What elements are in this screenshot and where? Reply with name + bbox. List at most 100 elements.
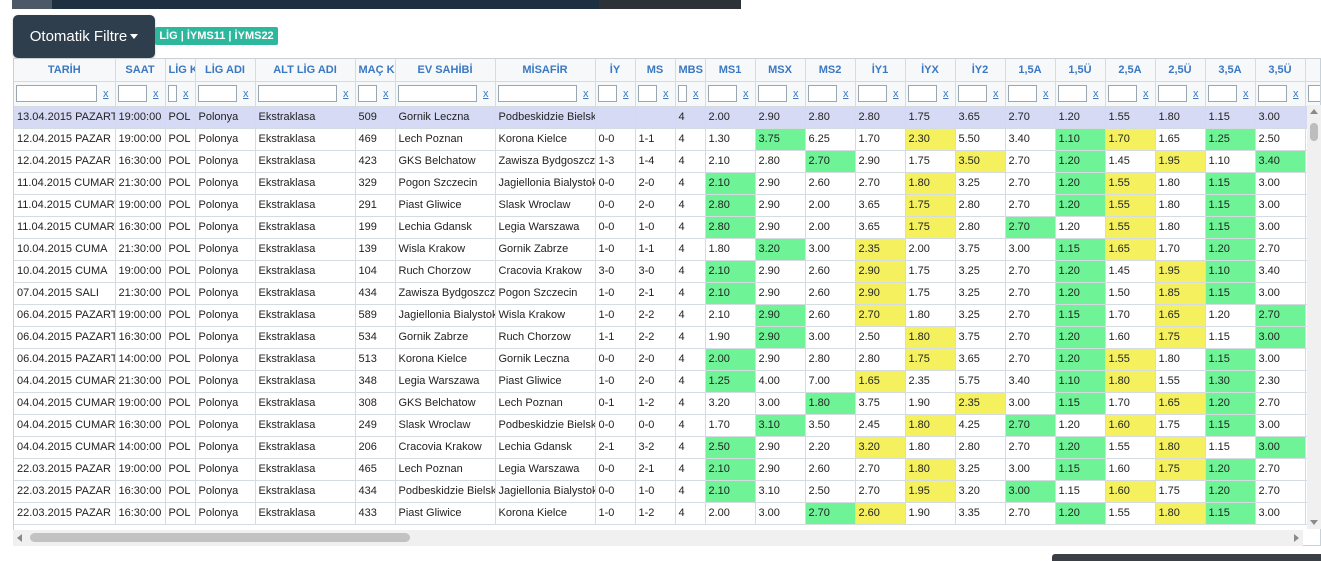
column-header[interactable]: MİSAFİR (495, 59, 596, 82)
clear-filter-link[interactable]: x (343, 87, 349, 100)
column-filter-input[interactable] (707, 85, 737, 102)
column-filter-input[interactable] (1257, 85, 1287, 102)
table-row[interactable]: 04.04.2015 CUMARTESİ19:00:00POLPolonyaEk… (14, 392, 1320, 415)
column-header[interactable]: LİG ADI (195, 59, 256, 82)
column-header[interactable]: MAÇ K (355, 59, 396, 82)
vertical-scroll-thumb[interactable] (1310, 123, 1318, 141)
column-filter-input[interactable] (907, 85, 937, 102)
clear-filter-link[interactable]: x (793, 87, 799, 100)
column-header[interactable]: ALT LİG ADI (255, 59, 356, 82)
table-row[interactable]: 10.04.2015 CUMA 21:30:00 POL Polonya Ekstrak… (14, 238, 1320, 261)
column-header[interactable]: TARİH (14, 59, 116, 82)
clear-filter-link[interactable]: x (893, 87, 899, 100)
column-header[interactable]: 2,5A (1105, 59, 1156, 82)
column-filter-input[interactable] (197, 85, 237, 102)
clear-filter-link[interactable]: x (583, 87, 589, 100)
column-filter-input[interactable] (757, 85, 787, 102)
column-filter-input[interactable] (497, 85, 577, 102)
column-header[interactable]: LİG K (165, 59, 196, 82)
column-filter-input[interactable] (167, 85, 177, 102)
column-header[interactable]: 2,5Ü (1155, 59, 1206, 82)
column-filter-input[interactable] (257, 85, 337, 102)
column-header[interactable]: MS (635, 59, 676, 82)
column-header[interactable]: 1,5A (1005, 59, 1056, 82)
column-header[interactable]: MSX (755, 59, 806, 82)
clear-filter-link[interactable]: x (1193, 87, 1199, 100)
column-filter-input[interactable] (1157, 85, 1187, 102)
column-header[interactable]: SAAT (115, 59, 166, 82)
column-filter-input[interactable] (1207, 85, 1237, 102)
scroll-down-arrow-icon[interactable] (1310, 520, 1318, 525)
scroll-right-arrow-icon[interactable] (1294, 534, 1299, 542)
column-filter-input[interactable] (16, 85, 97, 102)
column-header[interactable]: EV SAHİBİ (395, 59, 496, 82)
table-row[interactable]: 12.04.2015 PAZAR 16:30:00 POL Polonya Ekstra… (14, 150, 1320, 173)
column-filter-input[interactable] (357, 85, 377, 102)
column-filter-input[interactable] (1007, 85, 1037, 102)
column-header[interactable]: İY (1305, 59, 1320, 82)
clear-filter-link[interactable]: x (483, 87, 489, 100)
table-row[interactable]: 04.04.2015 CUMARTESİ16:30:00POLPolonyaEk… (14, 414, 1320, 437)
clear-filter-link[interactable]: x (1293, 87, 1299, 100)
clear-filter-link[interactable]: x (623, 87, 629, 100)
clear-filter-link[interactable]: x (693, 87, 699, 100)
table-row[interactable]: 06.04.2015 PAZARTESİ14:00:00POLPolonyaEk… (14, 348, 1320, 371)
column-header[interactable]: İY1 (855, 59, 906, 82)
clear-filter-link[interactable]: x (243, 87, 249, 100)
table-row[interactable]: 04.04.2015 CUMARTESİ14:00:00POLPolonyaEk… (14, 436, 1320, 459)
auto-filter-dropdown-button[interactable]: Otomatik Filtre (13, 15, 155, 58)
scroll-up-arrow-icon[interactable] (1310, 109, 1318, 114)
table-row[interactable]: 10.04.2015 CUMA 19:00:00 POL Polonya Ekstrak… (14, 260, 1320, 283)
clear-filter-link[interactable]: x (843, 87, 849, 100)
column-header[interactable]: İY2 (955, 59, 1006, 82)
column-filter-input[interactable] (1307, 85, 1320, 102)
table-row[interactable]: 06.04.2015 PAZARTESİ16:30:00POLPolonyaEk… (14, 326, 1320, 349)
table-row[interactable]: 22.03.2015 PAZAR 16:30:00 POL Polonya Ekstra… (14, 502, 1320, 525)
column-filter-input[interactable] (957, 85, 987, 102)
table-row[interactable]: 07.04.2015 SALI 21:30:00 POL Polonya Ekstrak… (14, 282, 1320, 305)
table-row[interactable]: 06.04.2015 PAZARTESİ19:00:00POLPolonyaEk… (14, 304, 1320, 327)
clear-filter-link[interactable]: x (103, 87, 109, 100)
clear-filter-link[interactable]: x (663, 87, 669, 100)
column-filter-input[interactable] (807, 85, 837, 102)
clear-filter-link[interactable]: x (183, 87, 189, 100)
horizontal-scroll-thumb[interactable] (30, 533, 410, 542)
clear-filter-link[interactable]: x (1243, 87, 1249, 100)
clear-filter-link[interactable]: x (383, 87, 389, 100)
table-row[interactable]: 11.04.2015 CUMARTESİ21:30:00POLPolonyaEk… (14, 172, 1320, 195)
clear-filter-link[interactable]: x (1043, 87, 1049, 100)
column-header[interactable]: 3,5A (1205, 59, 1256, 82)
column-filter-input[interactable] (857, 85, 887, 102)
table-row[interactable]: 11.04.2015 CUMARTESİ19:00:00POLPolonyaEk… (14, 194, 1320, 217)
scroll-left-arrow-icon[interactable] (17, 534, 22, 542)
table-row[interactable]: 04.04.2015 CUMARTESİ21:30:00POLPolonyaEk… (14, 370, 1320, 393)
column-filter-input[interactable] (1107, 85, 1137, 102)
table-row[interactable]: 22.03.2015 PAZAR 19:00:00 POL Polonya Ekstra… (14, 458, 1320, 481)
table-row[interactable]: 11.04.2015 CUMARTESİ16:30:00POLPolonyaEk… (14, 216, 1320, 239)
column-filter-input[interactable] (1057, 85, 1087, 102)
column-filter-input[interactable] (597, 85, 617, 102)
table-cell: 1.80 (905, 172, 956, 195)
clear-filter-link[interactable]: x (943, 87, 949, 100)
column-header[interactable]: MS1 (705, 59, 756, 82)
clear-filter-link[interactable]: x (743, 87, 749, 100)
column-filter-input[interactable] (637, 85, 657, 102)
clear-filter-link[interactable]: x (1093, 87, 1099, 100)
column-header[interactable]: 3,5Ü (1255, 59, 1306, 82)
table-row[interactable]: 12.04.2015 PAZAR 19:00:00 POL Polonya Ekstra… (14, 128, 1320, 151)
table-row[interactable]: 22.03.2015 PAZAR 16:30:00 POL Polonya Ekstra… (14, 480, 1320, 503)
clear-filter-link[interactable]: x (1143, 87, 1149, 100)
column-filter-input[interactable] (677, 85, 687, 102)
column-header[interactable]: İY (595, 59, 636, 82)
vertical-scrollbar[interactable] (1307, 105, 1321, 529)
horizontal-scrollbar[interactable] (13, 530, 1303, 546)
column-header[interactable]: 1,5Ü (1055, 59, 1106, 82)
clear-filter-link[interactable]: x (153, 87, 159, 100)
clear-filter-link[interactable]: x (993, 87, 999, 100)
column-filter-input[interactable] (397, 85, 477, 102)
table-row[interactable]: 13.04.2015 PAZARTESİ19:00:00POLPolonyaEk… (14, 106, 1320, 129)
column-header[interactable]: İYX (905, 59, 956, 82)
column-filter-input[interactable] (117, 85, 147, 102)
column-header[interactable]: MS2 (805, 59, 856, 82)
column-header[interactable]: MBS (675, 59, 706, 82)
